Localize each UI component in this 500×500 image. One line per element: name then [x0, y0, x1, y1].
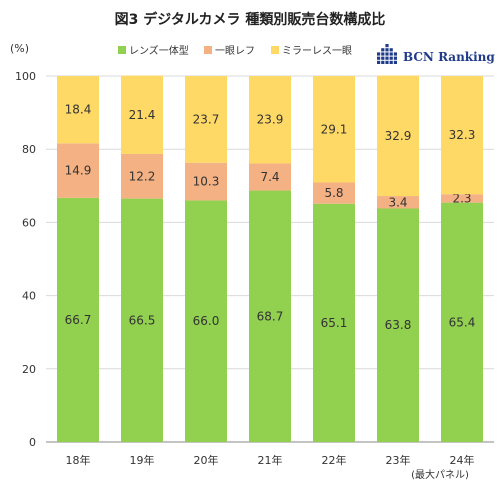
legend-entry: 一眼レフ	[215, 45, 255, 57]
logo-dot	[381, 48, 385, 52]
bars: 66.7 14.9 18.4 66.5 12.2 21.4 66.0 10.3 23.7 68.7…	[57, 75, 483, 442]
y-axis: 0 20 40 60 80 100	[15, 70, 36, 449]
data-label: 32.9	[385, 129, 412, 143]
x-tick-label: 24年	[450, 453, 475, 467]
legend: レンズ一体型 一眼レフ ミラーレス一眼	[118, 44, 352, 57]
bar-segment	[121, 198, 163, 442]
bar-segment	[313, 203, 355, 442]
bar-segment	[57, 143, 99, 198]
logo-dot	[377, 52, 381, 56]
logo-dot	[389, 60, 393, 64]
data-label: 3.4	[388, 195, 407, 209]
y-tick-label: 40	[22, 290, 36, 303]
legend-swatch	[204, 46, 212, 54]
y-tick-label: 20	[22, 363, 36, 376]
x-axis: 18年 19年 20年 21年 22年 23年 24年	[66, 453, 475, 467]
data-label: 29.1	[321, 122, 348, 136]
x-tick-label: 22年	[322, 453, 347, 467]
bar-segment	[441, 76, 483, 195]
data-label: 7.4	[260, 170, 279, 184]
data-label: 12.2	[129, 169, 156, 183]
data-label: 68.7	[257, 309, 284, 323]
legend-swatch	[118, 46, 126, 54]
data-label: 14.9	[65, 164, 92, 178]
bar-segment	[441, 194, 483, 203]
bar-segment	[249, 76, 291, 164]
data-label: 23.7	[193, 112, 220, 126]
data-label: 63.8	[385, 318, 412, 332]
logo-dot	[389, 52, 393, 56]
logo-dot	[377, 56, 381, 60]
y-tick-label: 60	[22, 216, 36, 229]
bcn-logo-text: BCN Ranking	[403, 50, 495, 64]
logo-dot	[385, 48, 389, 52]
y-tick-label: 100	[15, 70, 36, 83]
chart-title: 図3 デジタルカメラ 種類別販売台数構成比	[115, 11, 386, 28]
data-label: 66.7	[65, 313, 92, 327]
bar-segment	[185, 200, 227, 442]
logo-dot	[377, 60, 381, 64]
data-label: 23.9	[257, 113, 284, 127]
x-tick-label: 18年	[66, 453, 91, 467]
bar-segment	[377, 196, 419, 209]
bar-segment	[185, 162, 227, 201]
y-tick-label: 0	[29, 436, 36, 449]
legend-swatch	[271, 46, 279, 54]
data-label: 65.4	[449, 315, 476, 329]
data-label: 18.4	[65, 103, 92, 117]
data-label: 66.5	[129, 313, 156, 327]
data-label: 66.0	[193, 314, 220, 328]
bcn-logo: BCN Ranking	[377, 44, 495, 64]
data-label: 5.8	[324, 186, 343, 200]
logo-dot	[389, 56, 393, 60]
y-tick-label: 80	[22, 143, 36, 156]
legend-entry: ミラーレス一眼	[282, 45, 352, 57]
logo-dot	[381, 52, 385, 56]
bar-segment	[441, 202, 483, 442]
bar-segment	[377, 75, 419, 197]
x-tick-label: 20年	[194, 453, 219, 467]
bar-segment	[313, 182, 355, 204]
category-note: (最大パネル)	[411, 468, 469, 481]
logo-dot	[393, 60, 397, 64]
bar-segment	[377, 208, 419, 442]
logo-dot	[381, 60, 385, 64]
logo-dot	[381, 56, 385, 60]
bar-segment	[249, 163, 291, 191]
x-tick-label: 21年	[258, 453, 283, 467]
logo-dot	[393, 56, 397, 60]
data-label: 10.3	[193, 175, 220, 189]
logo-dot	[389, 48, 393, 52]
data-label: 2.3	[452, 191, 471, 205]
bcn-logo-icon	[377, 44, 397, 64]
x-tick-label: 23年	[386, 453, 411, 467]
data-label: 32.3	[449, 128, 476, 142]
logo-dot	[385, 52, 389, 56]
logo-dot	[385, 44, 389, 48]
y-axis-unit-label: (%)	[10, 42, 29, 55]
logo-dot	[393, 52, 397, 56]
bar-segment	[185, 76, 227, 163]
bar-segment	[121, 153, 163, 199]
bar-segment	[313, 76, 355, 183]
x-tick-label: 19年	[130, 453, 155, 467]
legend-entry: レンズ一体型	[129, 44, 189, 57]
bar-segment	[121, 75, 163, 154]
bar-segment	[57, 197, 99, 442]
logo-dot	[385, 56, 389, 60]
data-label: 65.1	[321, 316, 348, 330]
bar-segment	[57, 76, 99, 144]
logo-dot	[385, 60, 389, 64]
bar-segment	[249, 190, 291, 442]
data-label: 21.4	[129, 108, 156, 122]
